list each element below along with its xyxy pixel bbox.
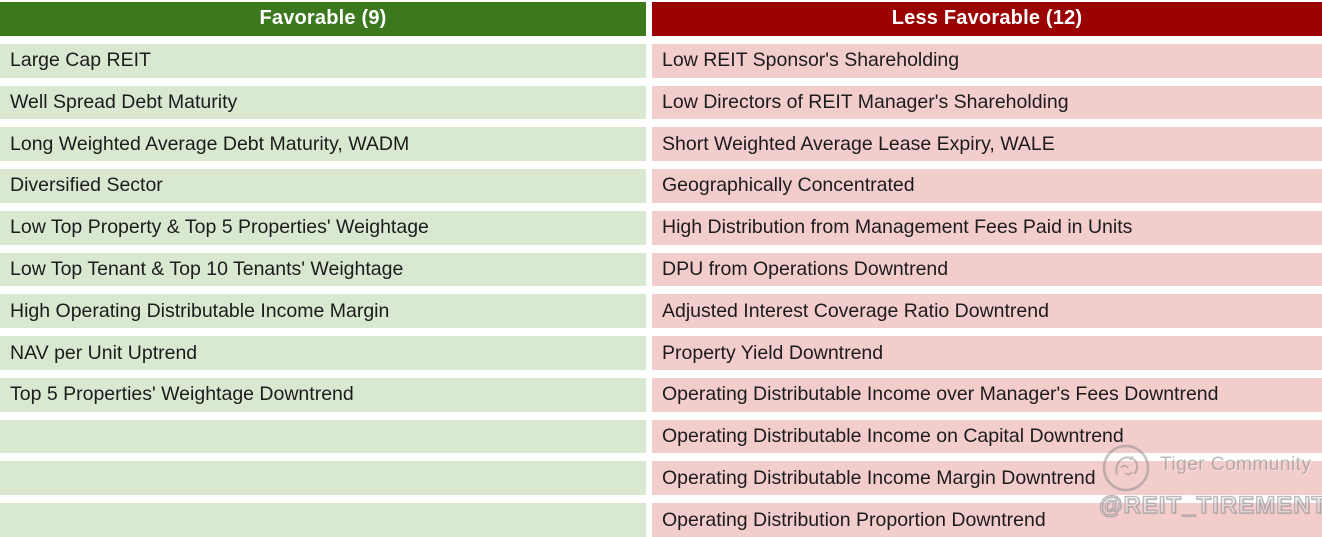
less-favorable-row-11: Operating Distributable Income Margin Do… — [652, 461, 1322, 496]
favorable-row-4: Diversified Sector — [0, 169, 646, 203]
favorable-row-7: High Operating Distributable Income Marg… — [0, 294, 646, 329]
favorable-row-9: Top 5 Properties' Weightage Downtrend — [0, 377, 646, 412]
favorable-row-12-empty — [0, 503, 646, 537]
favorable-row-3: Long Weighted Average Debt Maturity, WAD… — [0, 127, 646, 162]
less-favorable-column: Less Favorable (12) Low REIT Sponsor's S… — [652, 2, 1322, 537]
less-favorable-row-9: Operating Distributable Income over Mana… — [652, 377, 1322, 412]
less-favorable-row-5: High Distribution from Management Fees P… — [652, 210, 1322, 245]
favorable-row-8: NAV per Unit Uptrend — [0, 336, 646, 370]
less-favorable-row-10: Operating Distributable Income on Capita… — [652, 419, 1322, 454]
favorable-header: Favorable (9) — [0, 2, 646, 36]
favorable-column: Favorable (9) Large Cap REIT Well Spread… — [0, 2, 646, 537]
watermark-handle-label: @REIT_TIREMENT — [1098, 491, 1322, 519]
favorable-row-1: Large Cap REIT — [0, 43, 646, 78]
less-favorable-row-7: Adjusted Interest Coverage Ratio Downtre… — [652, 294, 1322, 329]
tiger-logo-icon — [1102, 444, 1150, 492]
favorable-row-6: Low Top Tenant & Top 10 Tenants' Weighta… — [0, 252, 646, 287]
favorable-row-2: Well Spread Debt Maturity — [0, 85, 646, 120]
favorable-row-11-empty — [0, 461, 646, 496]
less-favorable-row-12: Operating Distribution Proportion Downtr… — [652, 503, 1322, 537]
favorable-row-10-empty — [0, 419, 646, 454]
less-favorable-row-1: Low REIT Sponsor's Shareholding — [652, 43, 1322, 78]
less-favorable-header: Less Favorable (12) — [652, 2, 1322, 36]
less-favorable-row-6: DPU from Operations Downtrend — [652, 252, 1322, 287]
less-favorable-row-4: Geographically Concentrated — [652, 169, 1322, 203]
watermark-community-label: Tiger Community — [1160, 454, 1312, 475]
less-favorable-row-2: Low Directors of REIT Manager's Sharehol… — [652, 85, 1322, 120]
favorable-row-5: Low Top Property & Top 5 Properties' Wei… — [0, 210, 646, 245]
less-favorable-row-8: Property Yield Downtrend — [652, 336, 1322, 370]
less-favorable-row-3: Short Weighted Average Lease Expiry, WAL… — [652, 127, 1322, 162]
